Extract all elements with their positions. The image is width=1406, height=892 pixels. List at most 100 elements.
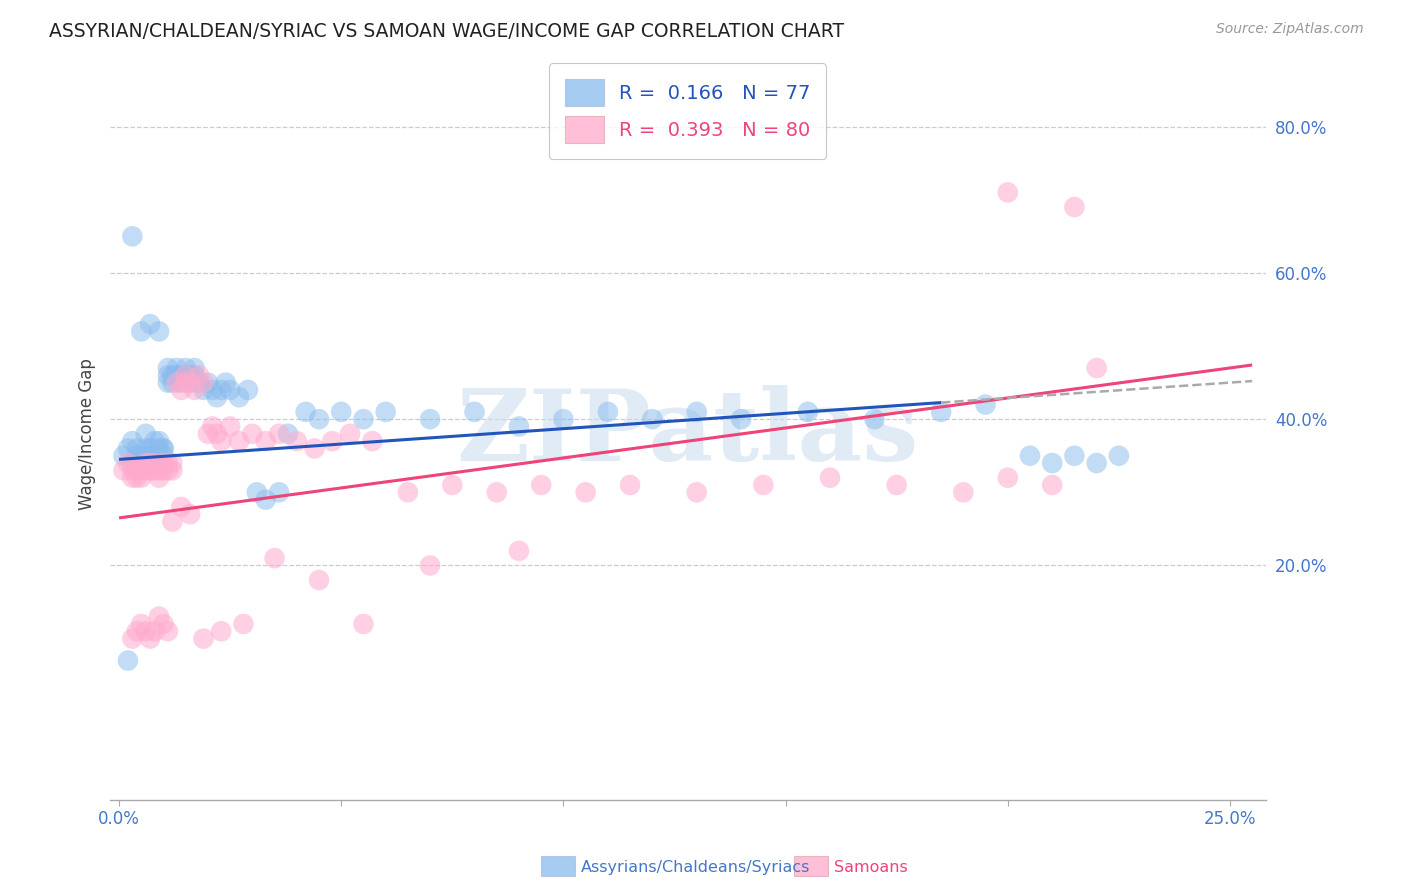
Point: [129, 617, 152, 632]
Point: [162, 515, 184, 529]
Point: [219, 383, 242, 397]
Point: [125, 624, 148, 639]
Point: [277, 426, 299, 441]
Point: [139, 442, 162, 456]
Point: [125, 471, 148, 485]
Point: [205, 390, 228, 404]
Point: [797, 405, 820, 419]
Point: [553, 412, 575, 426]
Point: [183, 368, 205, 383]
Point: [1108, 449, 1130, 463]
Point: [339, 426, 361, 441]
Point: [232, 617, 254, 632]
Point: [1040, 478, 1063, 492]
Point: [530, 478, 553, 492]
Point: [152, 456, 174, 470]
Point: [143, 456, 166, 470]
Point: [205, 426, 228, 441]
Point: [619, 478, 641, 492]
Point: [156, 456, 179, 470]
Point: [193, 376, 215, 390]
Point: [575, 485, 598, 500]
Point: [1040, 456, 1063, 470]
Point: [170, 376, 193, 390]
Point: [508, 544, 530, 558]
Point: [148, 609, 170, 624]
Point: [121, 434, 143, 449]
Point: [139, 456, 162, 470]
Point: [162, 463, 184, 477]
Point: [174, 361, 197, 376]
Point: [464, 405, 486, 419]
Point: [863, 412, 886, 426]
Point: [117, 456, 139, 470]
Point: [201, 419, 224, 434]
Point: [162, 368, 184, 383]
Point: [179, 368, 201, 383]
Point: [686, 405, 709, 419]
Point: [125, 442, 148, 456]
Point: [152, 463, 174, 477]
Point: [179, 508, 201, 522]
Y-axis label: Wage/Income Gap: Wage/Income Gap: [79, 358, 96, 509]
Point: [188, 368, 211, 383]
Point: [974, 398, 997, 412]
Point: [125, 463, 148, 477]
Point: [121, 456, 143, 470]
Point: [162, 456, 184, 470]
Text: Samoans: Samoans: [834, 860, 907, 874]
Point: [485, 485, 508, 500]
Point: [1085, 456, 1108, 470]
Point: [166, 376, 188, 390]
Point: [228, 434, 250, 449]
Point: [112, 463, 135, 477]
Text: ZIPatlas: ZIPatlas: [457, 385, 920, 483]
Point: [952, 485, 974, 500]
Point: [166, 361, 188, 376]
Point: [209, 383, 232, 397]
Point: [121, 463, 143, 477]
Legend: R =  0.166   N = 77, R =  0.393   N = 80: R = 0.166 N = 77, R = 0.393 N = 80: [550, 63, 827, 159]
Point: [129, 463, 152, 477]
Point: [117, 442, 139, 456]
Text: Source: ZipAtlas.com: Source: ZipAtlas.com: [1216, 22, 1364, 37]
Point: [143, 449, 166, 463]
Point: [143, 624, 166, 639]
Point: [170, 368, 193, 383]
Point: [148, 434, 170, 449]
Point: [156, 624, 179, 639]
Point: [1019, 449, 1042, 463]
Point: [129, 325, 152, 339]
Point: [135, 449, 157, 463]
Point: [304, 442, 326, 456]
Point: [352, 617, 374, 632]
Point: [419, 558, 441, 573]
Point: [236, 383, 259, 397]
Point: [156, 376, 179, 390]
Point: [179, 376, 201, 390]
Point: [330, 405, 353, 419]
Point: [156, 463, 179, 477]
Point: [197, 376, 219, 390]
Point: [129, 456, 152, 470]
Point: [361, 434, 384, 449]
Point: [308, 412, 330, 426]
Point: [135, 442, 157, 456]
Text: ASSYRIAN/CHALDEAN/SYRIAC VS SAMOAN WAGE/INCOME GAP CORRELATION CHART: ASSYRIAN/CHALDEAN/SYRIAC VS SAMOAN WAGE/…: [49, 22, 845, 41]
Point: [174, 368, 197, 383]
Point: [188, 376, 211, 390]
Point: [129, 471, 152, 485]
Point: [240, 426, 263, 441]
Point: [143, 463, 166, 477]
Point: [752, 478, 775, 492]
Point: [396, 485, 419, 500]
Point: [886, 478, 908, 492]
Point: [321, 434, 343, 449]
Point: [1063, 200, 1085, 214]
Point: [121, 229, 143, 244]
Point: [997, 471, 1019, 485]
Point: [148, 471, 170, 485]
Point: [441, 478, 464, 492]
Point: [596, 405, 619, 419]
Point: [139, 632, 162, 646]
